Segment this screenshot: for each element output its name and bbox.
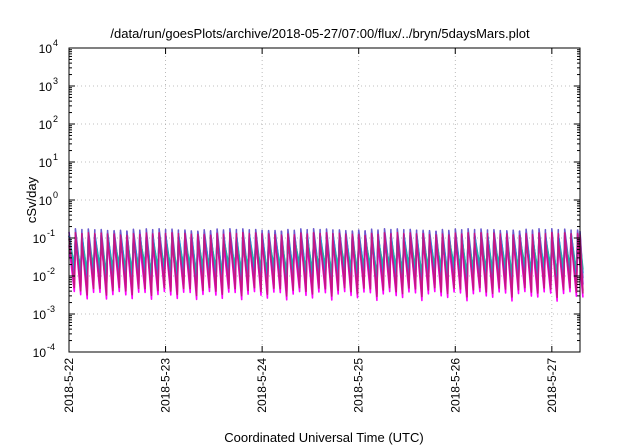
y-tick-exponent: 0 <box>53 190 58 200</box>
series-lines <box>68 228 584 302</box>
series-line <box>68 231 584 298</box>
y-tick-label: 10 <box>39 42 53 56</box>
chart-title: /data/run/goesPlots/archive/2018-05-27/0… <box>110 26 530 41</box>
x-tick-label: 2018-5-25 <box>352 358 366 413</box>
y-axis-label: cSv/day <box>24 176 39 223</box>
y-tick-label: 10 <box>33 346 47 360</box>
y-tick-exponent: 1 <box>53 152 58 162</box>
x-tick-label: 2018-5-24 <box>255 358 269 413</box>
y-tick-label: 10 <box>39 80 53 94</box>
x-tick-label: 2018-5-23 <box>159 358 173 413</box>
y-tick-exponent: -2 <box>47 266 55 276</box>
y-tick-exponent: 3 <box>53 76 58 86</box>
y-tick-label: 10 <box>39 118 53 132</box>
x-axis-label: Coordinated Universal Time (UTC) <box>224 430 423 445</box>
y-tick-exponent: -4 <box>47 342 55 352</box>
y-tick-exponent: 2 <box>53 114 58 124</box>
y-tick-label: 10 <box>39 156 53 170</box>
y-tick-label: 10 <box>33 270 47 284</box>
x-tick-label: 2018-5-22 <box>62 358 76 413</box>
y-tick-label: 10 <box>39 194 53 208</box>
grid-lines <box>68 48 580 352</box>
y-tick-label: 10 <box>33 308 47 322</box>
x-tick-label: 2018-5-26 <box>448 358 462 413</box>
y-tick-exponent: -1 <box>47 228 55 238</box>
y-tick-exponent: -3 <box>47 304 55 314</box>
y-tick-label: 10 <box>33 232 47 246</box>
x-axis-ticks: 2018-5-22 2018-5-23 2018-5-24 2018-5-25 2018… <box>62 48 559 413</box>
y-tick-exponent: 4 <box>53 38 58 48</box>
x-tick-label: 2018-5-27 <box>545 358 559 413</box>
